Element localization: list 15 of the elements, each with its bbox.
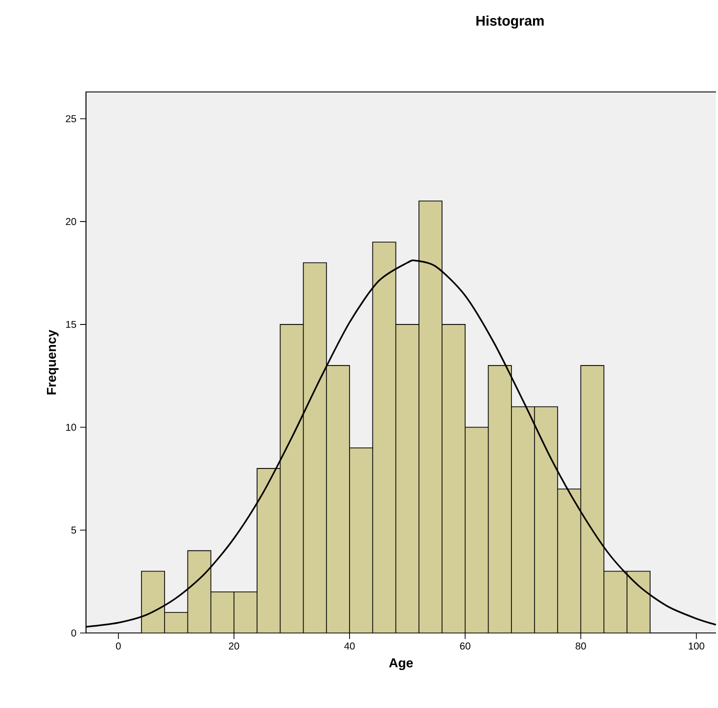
- y-tick-label: 20: [66, 218, 76, 226]
- x-tick-label: 0: [116, 642, 121, 650]
- x-tick-label: 100: [688, 642, 704, 650]
- x-tick-label: 80: [576, 642, 586, 650]
- chart-title: Histogram: [476, 15, 544, 29]
- y-tick-label: 5: [71, 526, 76, 534]
- x-axis-title: Age: [389, 658, 413, 670]
- y-tick-label: 15: [66, 320, 76, 328]
- x-tick-label: 40: [344, 642, 355, 650]
- x-tick-label: 20: [228, 642, 240, 650]
- y-tick-label: 0: [71, 629, 76, 637]
- x-tick-label: 60: [460, 642, 470, 650]
- y-tick-label: 25: [66, 115, 76, 122]
- y-axis-title: Frequency: [46, 330, 59, 394]
- y-tick-label: 10: [66, 424, 76, 431]
